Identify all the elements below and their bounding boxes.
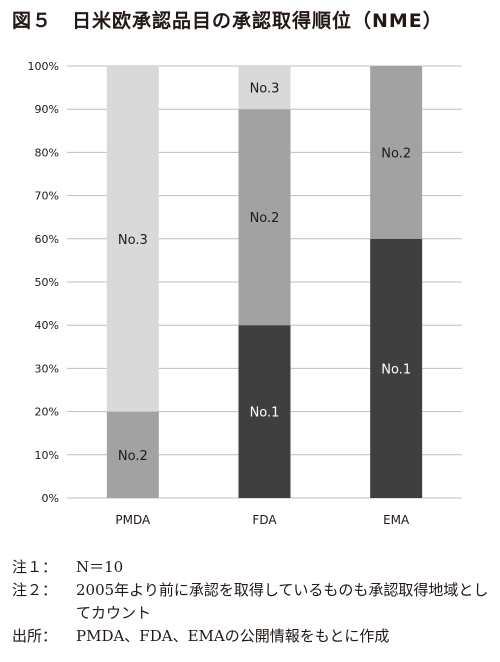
- x-tick-label: PMDA: [115, 513, 151, 527]
- bar-segment: [370, 66, 423, 239]
- stacked-bar-chart: 0% 10% 20% 30% 40% 50% 60% 70% 80% 90% 100% No.2 No.…: [0, 54, 500, 540]
- segment-label: No.1: [381, 362, 411, 377]
- y-tick-label: 60%: [35, 233, 59, 246]
- segment-label: No.2: [250, 211, 280, 226]
- segment-label: No.1: [250, 406, 280, 421]
- y-tick-label: 90%: [35, 103, 59, 116]
- source-note: 出所： PMDA、FDA、EMAの公開情報をもとに作成: [12, 625, 492, 648]
- note-2-label: 注２：: [12, 581, 58, 599]
- bar-segment: [370, 238, 423, 499]
- note-1-label: 注１：: [12, 558, 58, 576]
- source-text: PMDA、FDA、EMAの公開情報をもとに作成: [76, 627, 390, 645]
- y-tick-label: 70%: [35, 190, 59, 203]
- y-tick-label: 0%: [42, 492, 59, 505]
- y-tick-label: 50%: [35, 276, 59, 289]
- note-2: 注２： 2005年より前に承認を取得しているものも承認取得地域としてカウント: [12, 579, 492, 625]
- x-tick-label: EMA: [383, 513, 410, 527]
- source-label: 出所：: [12, 627, 58, 645]
- y-tick-label: 20%: [35, 406, 59, 419]
- segment-label: No.3: [250, 82, 280, 97]
- segment-label: No.3: [118, 233, 148, 248]
- y-tick-label: 100%: [28, 60, 59, 73]
- y-tick-label: 10%: [35, 449, 59, 462]
- y-tick-label: 40%: [35, 319, 59, 332]
- y-tick-label: 80%: [35, 146, 59, 159]
- y-tick-label: 30%: [35, 362, 59, 375]
- note-1-text: N＝10: [76, 558, 124, 576]
- bar-segment: [106, 411, 159, 498]
- chart-title: 図５ 日米欧承認品目の承認取得順位（NME）: [12, 10, 443, 32]
- x-tick-label: FDA: [252, 513, 277, 527]
- segment-label: No.2: [381, 146, 411, 161]
- note-1: 注１： N＝10: [12, 556, 492, 579]
- chart-svg: 0% 10% 20% 30% 40% 50% 60% 70% 80% 90% 100% No.2 No.…: [28, 60, 462, 527]
- bar-segment: [238, 109, 291, 326]
- notes: 注１： N＝10 注２： 2005年より前に承認を取得しているものも承認取得地域…: [12, 556, 492, 648]
- bar-segment: [106, 66, 159, 412]
- note-2-text: 2005年より前に承認を取得しているものも承認取得地域としてカウント: [76, 581, 489, 622]
- bar-segment: [238, 325, 291, 498]
- segment-label: No.2: [118, 449, 148, 464]
- bar-segment: [238, 66, 291, 110]
